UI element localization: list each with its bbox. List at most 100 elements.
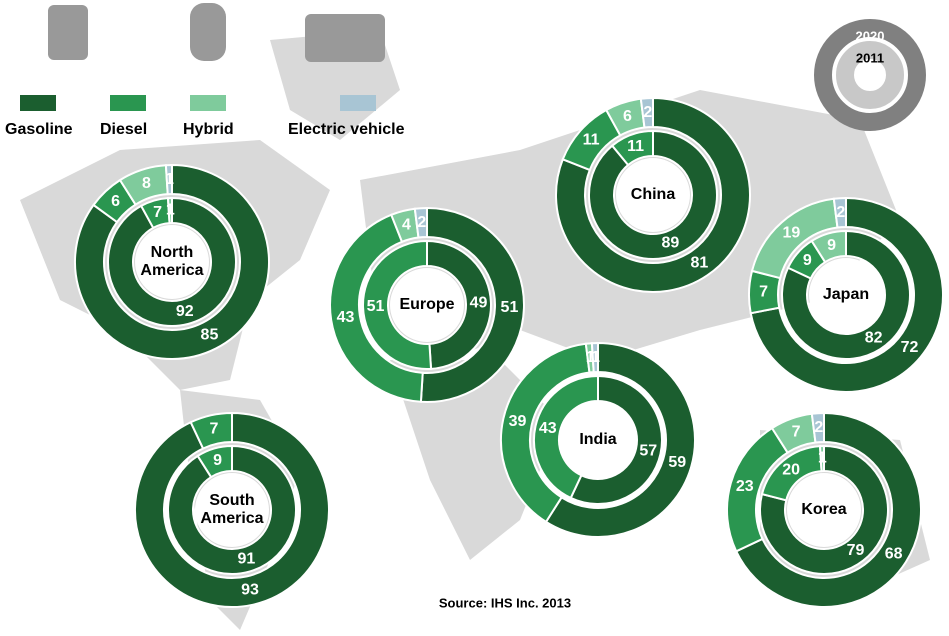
value-label: 11 [583, 132, 600, 149]
value-label: 92 [176, 303, 194, 320]
hole [135, 225, 209, 299]
value-label: 9 [803, 252, 812, 269]
region-title: South America [200, 492, 264, 527]
donut-slice [107, 196, 237, 327]
donut-slice [555, 96, 751, 293]
value-label: 51 [501, 299, 519, 316]
value-label: 89 [662, 235, 680, 252]
donut-slice [588, 129, 718, 260]
value-label: 49 [470, 295, 488, 312]
donut-slice [413, 206, 428, 239]
value-label: 1 [165, 171, 174, 188]
donut-slice [818, 444, 825, 473]
region-title: North America [140, 244, 204, 279]
legend-label: Hybrid [183, 121, 234, 138]
region-title: India [579, 431, 617, 448]
value-label: 59 [668, 454, 686, 471]
region-title: China [630, 186, 676, 203]
value-label: 1 [586, 349, 595, 366]
value-label: 6 [111, 193, 120, 210]
value-label: 7 [792, 424, 801, 441]
legend-label: Diesel [100, 121, 147, 138]
legend-label: Electric vehicle [288, 121, 405, 138]
hole [195, 473, 269, 547]
key-inner [836, 41, 904, 109]
value-label: 93 [241, 582, 259, 599]
value-label: 20 [782, 462, 800, 479]
value-label: 72 [901, 339, 919, 356]
value-label: 4 [402, 216, 411, 233]
value-label: 1 [166, 202, 175, 219]
donut-slice [329, 213, 424, 403]
donut-slice [134, 411, 330, 608]
donut-slice [639, 96, 654, 129]
legend-swatch [20, 95, 56, 111]
donut-slice [590, 341, 599, 374]
value-label: 6 [623, 108, 632, 125]
donut-slice [610, 129, 654, 167]
donut-slice [362, 239, 433, 370]
value-label: 43 [539, 420, 557, 437]
region-title: Europe [399, 296, 455, 313]
donut-slice [759, 444, 889, 575]
value-label: 11 [627, 138, 644, 155]
value-label: 51 [367, 298, 385, 315]
value-label: 8 [142, 175, 151, 192]
key-outer-label: 2020 [856, 28, 885, 43]
donut-slice [196, 444, 233, 479]
donut-slice [544, 341, 696, 538]
donut-slice [189, 411, 233, 450]
donut-slice [167, 444, 297, 575]
donut-slice [419, 206, 525, 403]
donut-slice [810, 411, 825, 444]
region-title: Japan [822, 286, 870, 303]
key-outer [814, 19, 926, 131]
donut-slice [832, 196, 847, 229]
value-label: 68 [885, 545, 903, 562]
legend-swatch [340, 95, 376, 111]
donut-slice [569, 374, 663, 505]
donut-slice [734, 411, 922, 608]
value-label: 2 [643, 104, 652, 121]
legend-swatch [190, 95, 226, 111]
legend-label: Gasoline [5, 121, 73, 138]
value-label: 81 [690, 254, 708, 271]
hole [561, 403, 635, 477]
hole [809, 258, 883, 332]
value-label: 1 [818, 450, 827, 467]
engine-icons [48, 3, 385, 62]
value-label: 79 [847, 542, 865, 559]
value-label: 57 [639, 442, 657, 459]
key-inner-label: 2011 [856, 50, 884, 65]
donut-slice [533, 374, 599, 500]
value-label: 1 [591, 349, 600, 366]
value-label: 9 [827, 237, 836, 254]
value-label: 82 [865, 330, 883, 347]
hole [390, 268, 464, 342]
hole [787, 473, 861, 547]
donut-slice [166, 196, 173, 225]
donut-slice [781, 229, 911, 360]
source: Source: IHS Inc. 2013 [439, 595, 571, 610]
value-label: 7 [210, 421, 219, 438]
value-label: 91 [237, 551, 255, 568]
legend-swatch [110, 95, 146, 111]
value-label: 9 [213, 452, 222, 469]
value-label: 7 [759, 284, 768, 301]
value-label: 39 [509, 413, 527, 430]
donut-slice [426, 239, 492, 370]
value-label: 85 [201, 327, 219, 344]
value-label: 2 [814, 419, 823, 436]
donut-slice [74, 163, 270, 360]
donut-slice [164, 163, 173, 196]
value-label: 2 [417, 214, 426, 231]
region-title: Korea [801, 501, 847, 518]
hole [616, 158, 690, 232]
value-label: 43 [337, 309, 355, 326]
value-label: 7 [153, 204, 162, 221]
value-label: 19 [783, 224, 801, 241]
donut-slice [810, 229, 847, 264]
donut-slice [749, 196, 944, 393]
